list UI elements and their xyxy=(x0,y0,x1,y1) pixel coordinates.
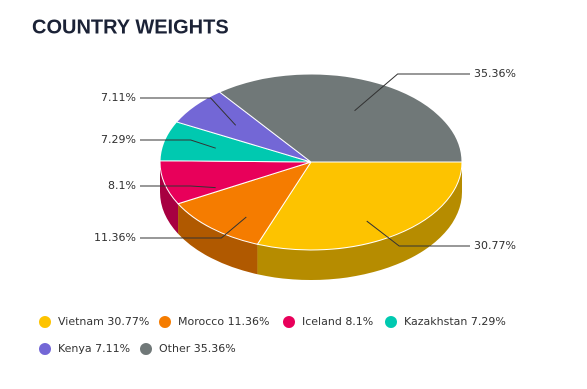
slice xyxy=(218,73,463,163)
data-label: 8.1% xyxy=(108,179,136,192)
chart-title: COUNTRY WEIGHTS xyxy=(32,16,229,38)
data-label: 11.36% xyxy=(94,231,136,244)
legend-name: Other xyxy=(159,342,191,355)
legend-marker xyxy=(385,316,397,328)
legend-value: 7.29% xyxy=(471,315,506,328)
data-label: 30.77% xyxy=(474,239,516,252)
legend-marker xyxy=(39,343,51,355)
legend-value: 7.11% xyxy=(95,342,130,355)
legend-label: Other 35.36% xyxy=(159,342,236,355)
leader-line xyxy=(140,97,237,126)
legend-value: 8.1% xyxy=(345,315,373,328)
slice-side xyxy=(160,162,179,234)
legend-label: Iceland 8.1% xyxy=(302,315,373,328)
data-label: 35.36% xyxy=(474,67,516,80)
legend-name: Kenya xyxy=(58,342,92,355)
legend-label: Kazakhstan 7.29% xyxy=(404,315,506,328)
legend-marker xyxy=(140,343,152,355)
legend-name: Vietnam xyxy=(58,315,104,328)
leader-line xyxy=(140,216,247,239)
slice-side xyxy=(178,203,258,275)
legend-marker xyxy=(159,316,171,328)
leader-line xyxy=(140,185,216,189)
data-label: 7.11% xyxy=(101,91,136,104)
slice xyxy=(256,161,463,251)
legend-marker xyxy=(283,316,295,328)
legend-marker xyxy=(39,316,51,328)
leader-line xyxy=(366,220,470,247)
legend-label: Vietnam 30.77% xyxy=(58,315,149,328)
legend-value: 11.36% xyxy=(228,315,270,328)
legend-label: Morocco 11.36% xyxy=(178,315,270,328)
legend-value: 30.77% xyxy=(107,315,149,328)
legend-label: Kenya 7.11% xyxy=(58,342,130,355)
legend-name: Morocco xyxy=(178,315,224,328)
leader-line xyxy=(140,139,216,149)
legend-name: Iceland xyxy=(302,315,342,328)
slice xyxy=(177,161,313,245)
legend-name: Kazakhstan xyxy=(404,315,467,328)
data-label: 7.29% xyxy=(101,133,136,146)
legend-value: 35.36% xyxy=(194,342,236,355)
leader-line xyxy=(354,73,470,112)
